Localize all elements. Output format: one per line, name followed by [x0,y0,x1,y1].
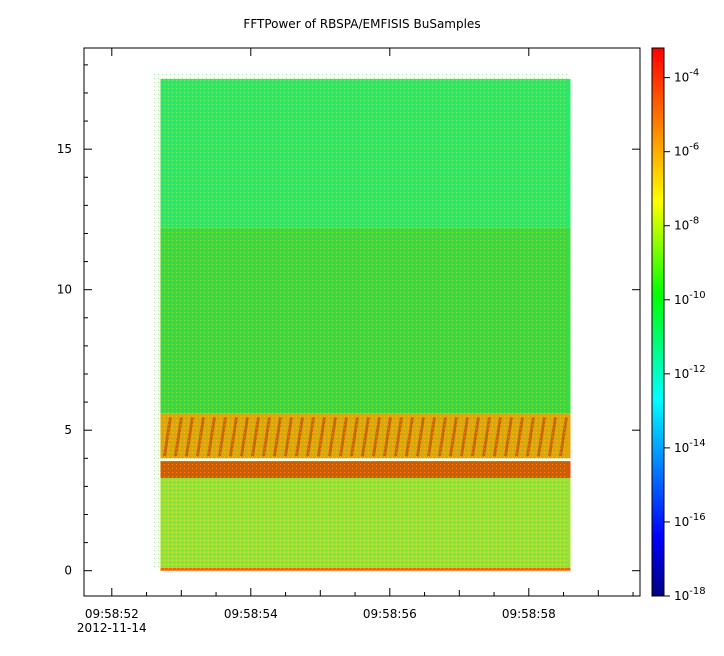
colorbar-tick-label: 10-4 [674,68,699,85]
colorbar-axis: 10-18 10-16 10-14 10-12 10-10 10-8 10-6 10-4 [664,68,706,603]
x-tick-label: 09:58:56 [363,607,417,621]
y-tick-label: 5 [64,423,72,437]
colorbar-tick-label: 10-16 [674,512,706,529]
x-tick-label: 09:58:58 [502,607,556,621]
colorbar-tick-label: 10-18 [674,586,706,603]
y-tick-label: 0 [64,564,72,578]
x-tick-label: 09:58:52 [85,607,139,621]
colorbar-tick-label: 10-14 [674,438,706,455]
colorbar-tick-label: 10-6 [674,142,699,159]
y-tick-label: 15 [57,142,72,156]
x-tick-date-label: 2012-11-14 [77,621,147,635]
colorbar-tick-label: 10-12 [674,364,706,381]
colorbar-tick-label: 10-10 [674,290,706,307]
spectrogram-noise [154,73,568,570]
x-tick-label: 09:58:54 [224,607,278,621]
y-axis: 0 5 10 15 [57,64,640,578]
colorbar [651,47,665,597]
y-tick-label: 10 [57,283,72,297]
colorbar-tick-label: 10-8 [674,216,699,233]
chart-title: FFTPower of RBSPA/EMFISIS BuSamples [243,17,481,31]
